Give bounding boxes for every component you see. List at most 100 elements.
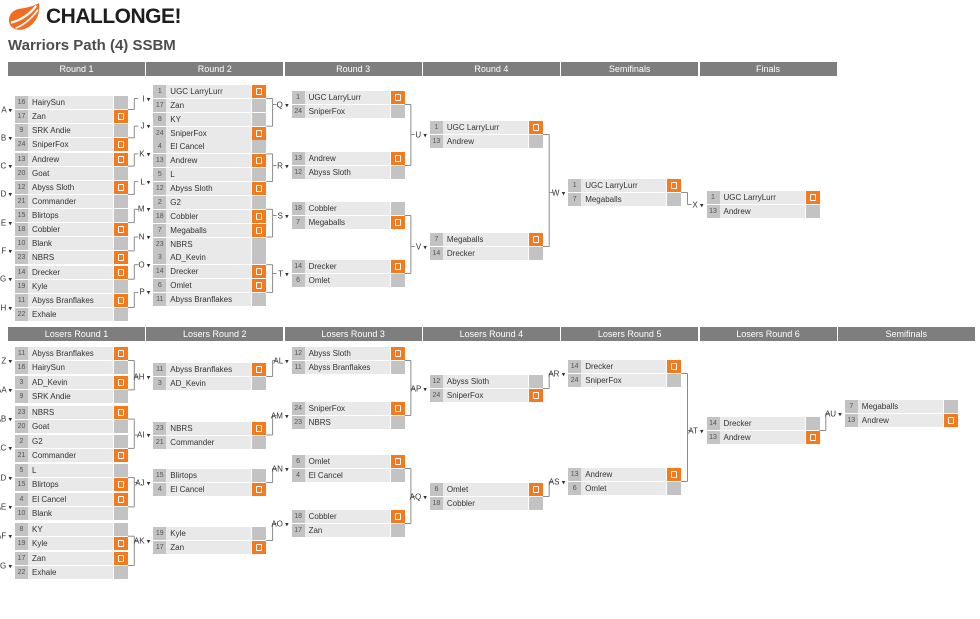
match-X[interactable]: 1 UGC LarryLurr 13 Andrew xyxy=(706,191,820,218)
score-box[interactable] xyxy=(528,375,543,388)
match-AS[interactable]: 13 Andrew 6 Omlet xyxy=(568,468,682,495)
winner-score-box[interactable] xyxy=(114,223,128,237)
winner-score-box[interactable] xyxy=(114,110,128,123)
match-menu-W[interactable]: W ▾ xyxy=(551,188,566,197)
winner-score-box[interactable] xyxy=(114,265,128,279)
match-A[interactable]: 16 HairySun 17 Zan xyxy=(15,96,128,123)
score-box[interactable] xyxy=(114,237,128,251)
match-menu-AA[interactable]: AA ▾ xyxy=(0,385,12,395)
match-menu-AI[interactable]: AI ▾ xyxy=(137,430,151,440)
match-S[interactable]: 18 Cobbler 7 Megaballs xyxy=(291,202,405,229)
winner-score-box[interactable] xyxy=(528,389,543,402)
match-AU[interactable]: 7 Megaballs 13 Andrew xyxy=(844,400,958,427)
winner-score-box[interactable] xyxy=(114,294,128,307)
winner-score-box[interactable] xyxy=(252,126,267,140)
match-M[interactable]: 2 G2 18 Cobbler xyxy=(153,195,267,223)
match-menu-B[interactable]: B ▾ xyxy=(0,133,12,143)
match-H[interactable]: 11 Abyss Branflakes 22 Exhale xyxy=(15,294,128,321)
match-menu-AL[interactable]: AL ▾ xyxy=(273,356,289,365)
match-menu-AO[interactable]: AO ▾ xyxy=(271,519,289,528)
match-Q[interactable]: 1 UGC LarryLurr 24 SniperFox xyxy=(291,91,405,118)
match-menu-AD[interactable]: AD ▾ xyxy=(0,473,12,483)
winner-score-box[interactable] xyxy=(114,448,128,462)
score-box[interactable] xyxy=(252,251,267,265)
score-box[interactable] xyxy=(252,469,267,482)
winner-score-box[interactable] xyxy=(805,431,820,444)
score-box[interactable] xyxy=(528,497,543,510)
match-menu-O[interactable]: O ▾ xyxy=(138,260,151,270)
score-box[interactable] xyxy=(667,193,682,206)
score-box[interactable] xyxy=(114,566,128,579)
match-menu-AF[interactable]: AF ▾ xyxy=(0,531,12,541)
score-box[interactable] xyxy=(390,166,405,179)
score-box[interactable] xyxy=(114,434,128,448)
match-menu-N[interactable]: N ▾ xyxy=(138,232,151,242)
match-N[interactable]: 7 Megaballs 23 NBRS xyxy=(153,223,267,251)
match-AO[interactable]: 18 Cobbler 17 Zan xyxy=(291,510,405,537)
winner-score-box[interactable] xyxy=(667,468,682,481)
score-box[interactable] xyxy=(114,209,128,223)
match-menu-AT[interactable]: AT ▾ xyxy=(688,426,704,435)
match-C[interactable]: 13 Andrew 20 Goat xyxy=(15,152,128,180)
winner-score-box[interactable] xyxy=(114,493,128,507)
score-box[interactable] xyxy=(114,419,128,433)
score-box[interactable] xyxy=(252,195,267,209)
score-box[interactable] xyxy=(114,279,128,293)
match-AF[interactable]: 8 KY 19 Kyle xyxy=(15,522,128,550)
score-box[interactable] xyxy=(114,522,128,536)
score-box[interactable] xyxy=(252,112,267,126)
match-P[interactable]: 6 Omlet 11 Abyss Branflakes xyxy=(153,278,267,306)
match-AT[interactable]: 14 Drecker 13 Andrew xyxy=(706,417,820,444)
winner-score-box[interactable] xyxy=(390,91,405,104)
match-menu-AK[interactable]: AK ▾ xyxy=(133,536,151,545)
match-menu-AQ[interactable]: AQ ▾ xyxy=(409,492,427,501)
winner-score-box[interactable] xyxy=(390,402,405,415)
winner-score-box[interactable] xyxy=(114,536,128,550)
winner-score-box[interactable] xyxy=(252,182,267,196)
match-G[interactable]: 14 Drecker 19 Kyle xyxy=(15,265,128,293)
match-menu-F[interactable]: F ▾ xyxy=(1,246,12,256)
score-box[interactable] xyxy=(252,168,267,182)
match-menu-S[interactable]: S ▾ xyxy=(277,211,289,220)
challonge-logo-icon[interactable] xyxy=(6,3,42,31)
match-AH[interactable]: 11 Abyss Branflakes 3 AD_Kevin xyxy=(153,363,267,390)
winner-score-box[interactable] xyxy=(252,278,267,292)
score-box[interactable] xyxy=(943,400,958,413)
winner-score-box[interactable] xyxy=(667,360,682,373)
score-box[interactable] xyxy=(390,524,405,537)
match-AR[interactable]: 14 Drecker 24 SniperFox xyxy=(568,360,682,387)
match-AN[interactable]: 6 Omlet 4 El Cancel xyxy=(291,455,405,482)
winner-score-box[interactable] xyxy=(390,152,405,165)
winner-score-box[interactable] xyxy=(805,191,820,204)
match-menu-AP[interactable]: AP ▾ xyxy=(410,384,427,393)
winner-score-box[interactable] xyxy=(390,216,405,229)
winner-score-box[interactable] xyxy=(252,85,267,98)
match-K[interactable]: 4 El Cancel 13 Andrew xyxy=(153,140,267,168)
match-menu-Q[interactable]: Q ▾ xyxy=(276,100,289,109)
winner-score-box[interactable] xyxy=(390,455,405,468)
winner-score-box[interactable] xyxy=(114,347,128,360)
match-E[interactable]: 15 Blirtops 18 Cobbler xyxy=(15,209,128,237)
score-box[interactable] xyxy=(805,417,820,430)
score-box[interactable] xyxy=(114,96,128,109)
score-box[interactable] xyxy=(390,274,405,287)
match-menu-L[interactable]: L ▾ xyxy=(140,177,151,187)
match-I[interactable]: 1 UGC LarryLurr 17 Zan xyxy=(153,85,267,112)
match-AQ[interactable]: 6 Omlet 18 Cobbler xyxy=(429,483,543,510)
match-menu-AJ[interactable]: AJ ▾ xyxy=(135,478,151,487)
match-AD[interactable]: 5 L 15 Blirtops xyxy=(15,464,128,492)
match-AK[interactable]: 19 Kyle 17 Zan xyxy=(153,527,267,554)
winner-score-box[interactable] xyxy=(114,138,128,152)
match-AL[interactable]: 12 Abyss Sloth 11 Abyss Branflakes xyxy=(291,347,405,374)
match-AP[interactable]: 12 Abyss Sloth 24 SniperFox xyxy=(429,375,543,402)
score-box[interactable] xyxy=(114,308,128,321)
winner-score-box[interactable] xyxy=(252,154,267,168)
match-menu-AN[interactable]: AN ▾ xyxy=(271,464,289,473)
winner-score-box[interactable] xyxy=(114,180,128,194)
score-box[interactable] xyxy=(390,361,405,374)
match-menu-E[interactable]: E ▾ xyxy=(0,218,12,228)
match-Z[interactable]: 11 Abyss Branflakes 16 HairySun xyxy=(15,347,128,374)
winner-score-box[interactable] xyxy=(528,483,543,496)
winner-score-box[interactable] xyxy=(114,251,128,265)
match-menu-J[interactable]: J ▾ xyxy=(140,121,151,131)
